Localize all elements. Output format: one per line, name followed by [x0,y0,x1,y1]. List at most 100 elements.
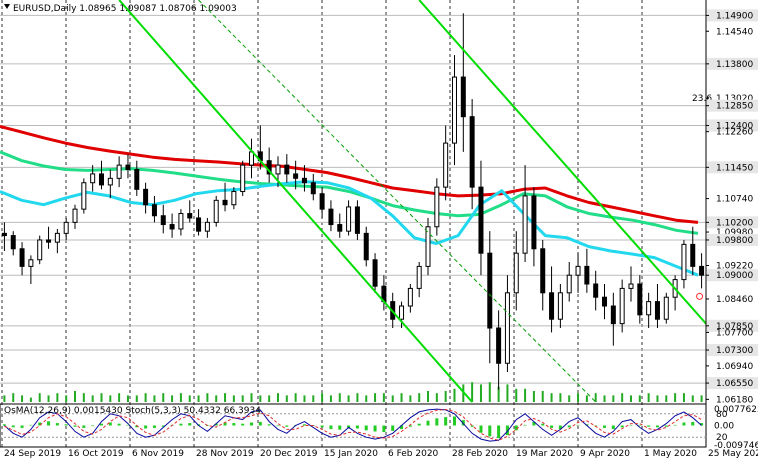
volume-bar [444,391,447,402]
volume-bar [629,395,632,402]
candle-body [293,173,299,179]
price-tick-label: 1.14900 [716,11,753,21]
volume-bar [329,395,332,402]
symbol-header-group: EURUSD,Daily 1.08965 1.09087 1.08706 1.0… [4,4,237,14]
price-tick-label: 1.09220 [716,262,753,272]
volume-bar [153,395,156,402]
volume-bar [418,393,421,402]
volume-bar [550,393,553,402]
volume-bar [47,395,50,402]
osma-bar [73,425,77,427]
osma-bar [38,422,42,426]
candle-body [19,248,25,267]
price-tick-label: 1.13020 [716,94,753,104]
candle-body [337,224,343,232]
volume-bar [179,393,182,402]
price-level-box [707,344,758,357]
osma-bar [505,425,509,436]
price-tick-label: 1.06550 [716,379,753,389]
volume-bar [594,393,597,402]
volume-bar [188,395,191,402]
candle-body [116,164,122,179]
osma-bar [223,422,227,426]
volume-bar [603,395,606,402]
candle-body [54,232,60,243]
fibonacci-level: 23.6 [692,94,712,104]
osma-bar [664,425,668,427]
x-tick-label: 28 Nov 2019 [196,449,254,459]
osma-bar [550,425,554,428]
volume-bar [12,393,15,402]
candle-body [637,283,643,316]
volume-bar [21,395,24,402]
moving-average-line [0,150,699,235]
price-level-box [707,233,758,246]
osma-bar [117,423,121,426]
candle-body [549,292,555,320]
volume-bar [276,393,279,402]
volume-bar [559,393,562,402]
osma-bar [55,423,59,426]
candle-body [416,265,422,289]
candle-body [275,164,281,175]
price-level-box [707,319,758,332]
price-tick-label: 1.12850 [716,102,753,112]
osma-bar [682,422,686,426]
candle-body [1,232,7,237]
candle-body [619,287,625,325]
candle-body [654,301,660,320]
candle-body [240,164,246,193]
volume-bar [665,395,668,402]
fib-label: 23.6 [692,94,712,104]
osma-bar [258,421,262,426]
candle-body [610,305,616,325]
osma-bar [444,417,448,426]
osma-bar [82,425,86,428]
osma-bar [161,425,165,427]
osma-histogram [2,416,704,439]
price-tick-label: 1.08460 [716,295,753,305]
volume-bar [347,395,350,402]
osma-grid [0,413,706,438]
volume-bar [65,395,68,402]
volume-bar [382,393,385,402]
candle-body [310,182,316,195]
volume-bar [338,393,341,402]
collapse-triangle-icon[interactable] [4,4,10,9]
price-level-box [707,269,758,282]
candle-body [354,206,360,234]
volume-bar [232,395,235,402]
candle-body [496,327,502,364]
candle-body [37,239,43,261]
candle-body [213,199,219,223]
candle-body [663,296,669,320]
osma-bar [302,424,306,426]
volume-bar [497,386,500,402]
candle-body [284,164,290,175]
osma-bar [267,424,271,426]
price-tick-label: 1.10740 [716,195,753,205]
candle-body [699,265,705,276]
candle-body [160,215,166,226]
volume-bar [56,393,59,402]
price-tick-label: 1.07850 [716,322,753,332]
price-level-box [707,377,758,390]
candle-body [249,151,255,166]
volume-bar [215,395,218,402]
osma-bar [417,423,421,426]
osma-bar [47,421,51,426]
volume-bar [82,393,85,402]
volume-bar [91,395,94,402]
candle-body [451,76,457,144]
candle-body [81,182,87,210]
volume-bar [250,393,253,402]
candle-body [328,208,334,226]
volume-bar [285,395,288,402]
volume-bar [3,395,6,402]
volume-bar [638,395,641,402]
candle-body [28,259,34,267]
current-price-marker [696,292,704,300]
moving-average-line [0,124,699,224]
price-tick-label: 1.09000 [716,271,753,281]
